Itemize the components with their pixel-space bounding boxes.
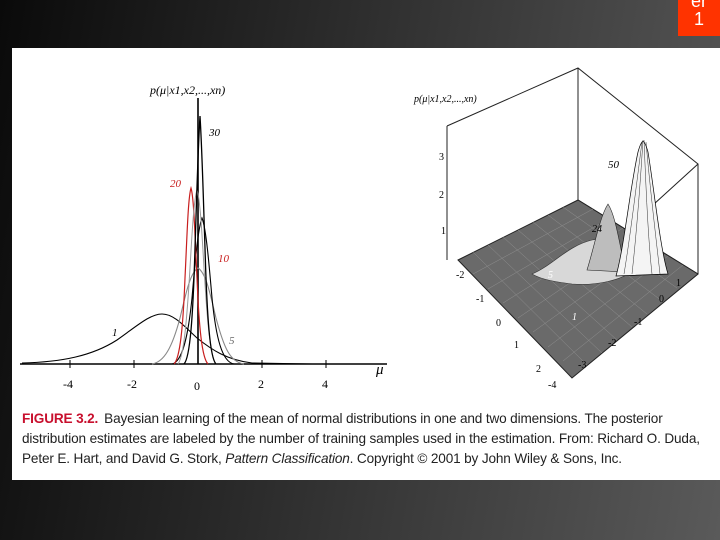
slide-content: p(μ|x1,x2,...,xn) μ -4 -2 0 2 4 30 20 10…: [12, 48, 720, 480]
axis1-tick-label: -1: [476, 294, 484, 305]
left-x-axis-label: μ: [375, 362, 384, 378]
left-plot: p(μ|x1,x2,...,xn) μ -4 -2 0 2 4 30 20 10…: [20, 83, 387, 393]
figure-caption: FIGURE 3.2. Bayesian learning of the mean…: [22, 409, 712, 469]
peak-label: 50: [608, 159, 620, 171]
peak-label: 5: [548, 270, 553, 281]
z-tick-label: 2: [439, 190, 444, 201]
posterior-curve-n20-red: [173, 185, 209, 365]
caption-text: Bayesian learning of the mean of normal …: [22, 411, 700, 466]
axis1-tick-label: -2: [456, 270, 464, 281]
x-tick-label: 4: [322, 377, 328, 391]
left-y-axis-label: p(μ|x1,x2,...,xn): [149, 83, 225, 97]
x-tick-label: -2: [127, 377, 137, 391]
curve-label: 5: [229, 335, 235, 347]
curve-label: 1: [112, 327, 118, 339]
x-tick-label: 0: [194, 379, 200, 393]
posterior-curve-n1: [21, 313, 313, 365]
x-tick-label: -4: [63, 377, 73, 391]
axis1-tick-label: 1: [514, 340, 519, 351]
figure-3-2: p(μ|x1,x2,...,xn) μ -4 -2 0 2 4 30 20 10…: [20, 67, 699, 393]
curve-label: 10: [218, 253, 230, 265]
peak-label: 1: [572, 312, 577, 323]
posterior-curve-n30: [183, 115, 217, 365]
tall-peak-mesh: [623, 139, 661, 275]
axis1-tick-label: 0: [496, 318, 501, 329]
z-tick-label: 1: [441, 226, 446, 237]
posterior-curve-n5: [151, 267, 245, 365]
axis2-tick-label: 0: [659, 294, 664, 305]
slide-number-badge: er 1: [678, 0, 720, 36]
axis1-tick-label: 2: [536, 364, 541, 375]
curve-label: 30: [208, 127, 221, 139]
caption-book-title: Pattern Classification: [225, 451, 350, 466]
right-plot: p(μ|x1,x2,...,xn) 3 2 1 -2 -1 0 1 2 1 0 …: [413, 67, 699, 391]
curve-label: 20: [170, 178, 182, 190]
axis2-tick-label: 1: [676, 278, 681, 289]
figure-label: FIGURE 3.2.: [22, 411, 99, 426]
badge-line-1: er: [690, 0, 707, 11]
axis2-tick-label: -2: [608, 338, 616, 349]
axis2-tick-label: -3: [578, 360, 586, 371]
tall-peak-surface: [615, 141, 669, 277]
base-plane: [457, 199, 699, 379]
axis2-tick-label: -1: [634, 317, 642, 328]
right-z-axis-label: p(μ|x1,x2,...,xn): [413, 94, 477, 105]
axis2-tick-label: -4: [548, 380, 556, 391]
peak-label: 24: [592, 224, 602, 235]
caption-copyright: . Copyright © 2001 by John Wiley & Sons,…: [349, 451, 622, 466]
x-tick-label: 2: [258, 377, 264, 391]
z-tick-label: 3: [439, 152, 444, 163]
badge-line-2: 1: [693, 9, 704, 29]
posterior-curve-n10: [171, 216, 235, 365]
